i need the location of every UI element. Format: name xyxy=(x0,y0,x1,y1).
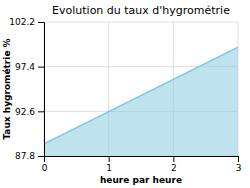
tick-mark xyxy=(38,156,44,157)
x-axis: 0 1 2 3 xyxy=(42,156,242,173)
tick-mark xyxy=(38,22,44,23)
marks xyxy=(44,47,238,156)
tick-label: 1 xyxy=(106,163,112,173)
tick-label: 97.4 xyxy=(15,62,35,72)
tick-label: 92.6 xyxy=(15,107,35,117)
line xyxy=(44,47,238,144)
y-axis: 87.8 92.6 97.4 102.2 xyxy=(9,17,44,161)
grid xyxy=(44,22,238,156)
tick: 102.2 xyxy=(9,17,44,27)
tick-label: 2 xyxy=(171,163,177,173)
axis-line xyxy=(45,157,239,163)
tick: 1 xyxy=(106,156,112,173)
tick-mark xyxy=(38,111,44,112)
title: Evolution du taux d'hygrométrie xyxy=(52,4,230,17)
tick-mark xyxy=(109,156,110,162)
x-axis-title: heure par heure xyxy=(100,175,182,185)
axis-line xyxy=(38,23,45,157)
tick: 0 xyxy=(42,156,48,173)
tick: 2 xyxy=(171,156,177,173)
tick: 97.4 xyxy=(15,62,44,72)
tick-label: 0 xyxy=(42,163,48,173)
plot: 0 1 2 3 87.8 92.6 97.4 102.2 xyxy=(9,17,241,173)
tick: 92.6 xyxy=(15,107,44,117)
chart: 0 1 2 3 87.8 92.6 97.4 102.2 Evolution du taux d… xyxy=(0,0,250,188)
tick-mark xyxy=(38,67,44,68)
tick: 3 xyxy=(236,156,242,173)
y-axis-title: Taux hygrométrie % xyxy=(2,38,12,139)
tick-mark xyxy=(173,156,174,162)
tick-label: 102.2 xyxy=(9,17,35,27)
area xyxy=(44,47,238,156)
tick-label: 3 xyxy=(236,163,242,173)
tick: 87.8 xyxy=(15,151,44,161)
tick-mark xyxy=(238,156,239,162)
tick-label: 87.8 xyxy=(15,151,35,161)
grid-line xyxy=(44,22,238,23)
